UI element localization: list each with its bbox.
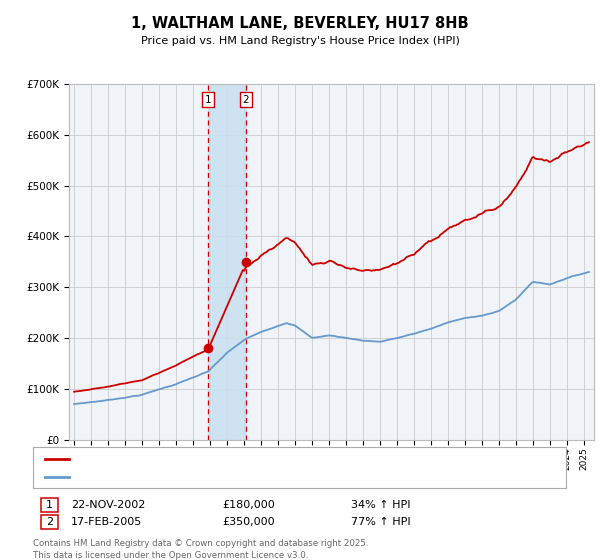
Text: 1: 1: [205, 95, 211, 105]
Text: 2: 2: [46, 517, 53, 527]
Text: 1, WALTHAM LANE, BEVERLEY, HU17 8HB (detached house): 1, WALTHAM LANE, BEVERLEY, HU17 8HB (det…: [75, 454, 372, 464]
Text: £350,000: £350,000: [222, 517, 275, 527]
Text: 77% ↑ HPI: 77% ↑ HPI: [351, 517, 410, 527]
Text: 34% ↑ HPI: 34% ↑ HPI: [351, 500, 410, 510]
Text: 17-FEB-2005: 17-FEB-2005: [71, 517, 142, 527]
Text: Price paid vs. HM Land Registry's House Price Index (HPI): Price paid vs. HM Land Registry's House …: [140, 36, 460, 46]
Text: 2: 2: [243, 95, 250, 105]
Text: 1, WALTHAM LANE, BEVERLEY, HU17 8HB: 1, WALTHAM LANE, BEVERLEY, HU17 8HB: [131, 16, 469, 31]
Text: HPI: Average price, detached house, East Riding of Yorkshire: HPI: Average price, detached house, East…: [75, 472, 377, 482]
Text: 1: 1: [46, 500, 53, 510]
Text: £180,000: £180,000: [222, 500, 275, 510]
Text: Contains HM Land Registry data © Crown copyright and database right 2025.
This d: Contains HM Land Registry data © Crown c…: [33, 539, 368, 559]
Bar: [208, 84, 246, 440]
Text: 22-NOV-2002: 22-NOV-2002: [71, 500, 145, 510]
